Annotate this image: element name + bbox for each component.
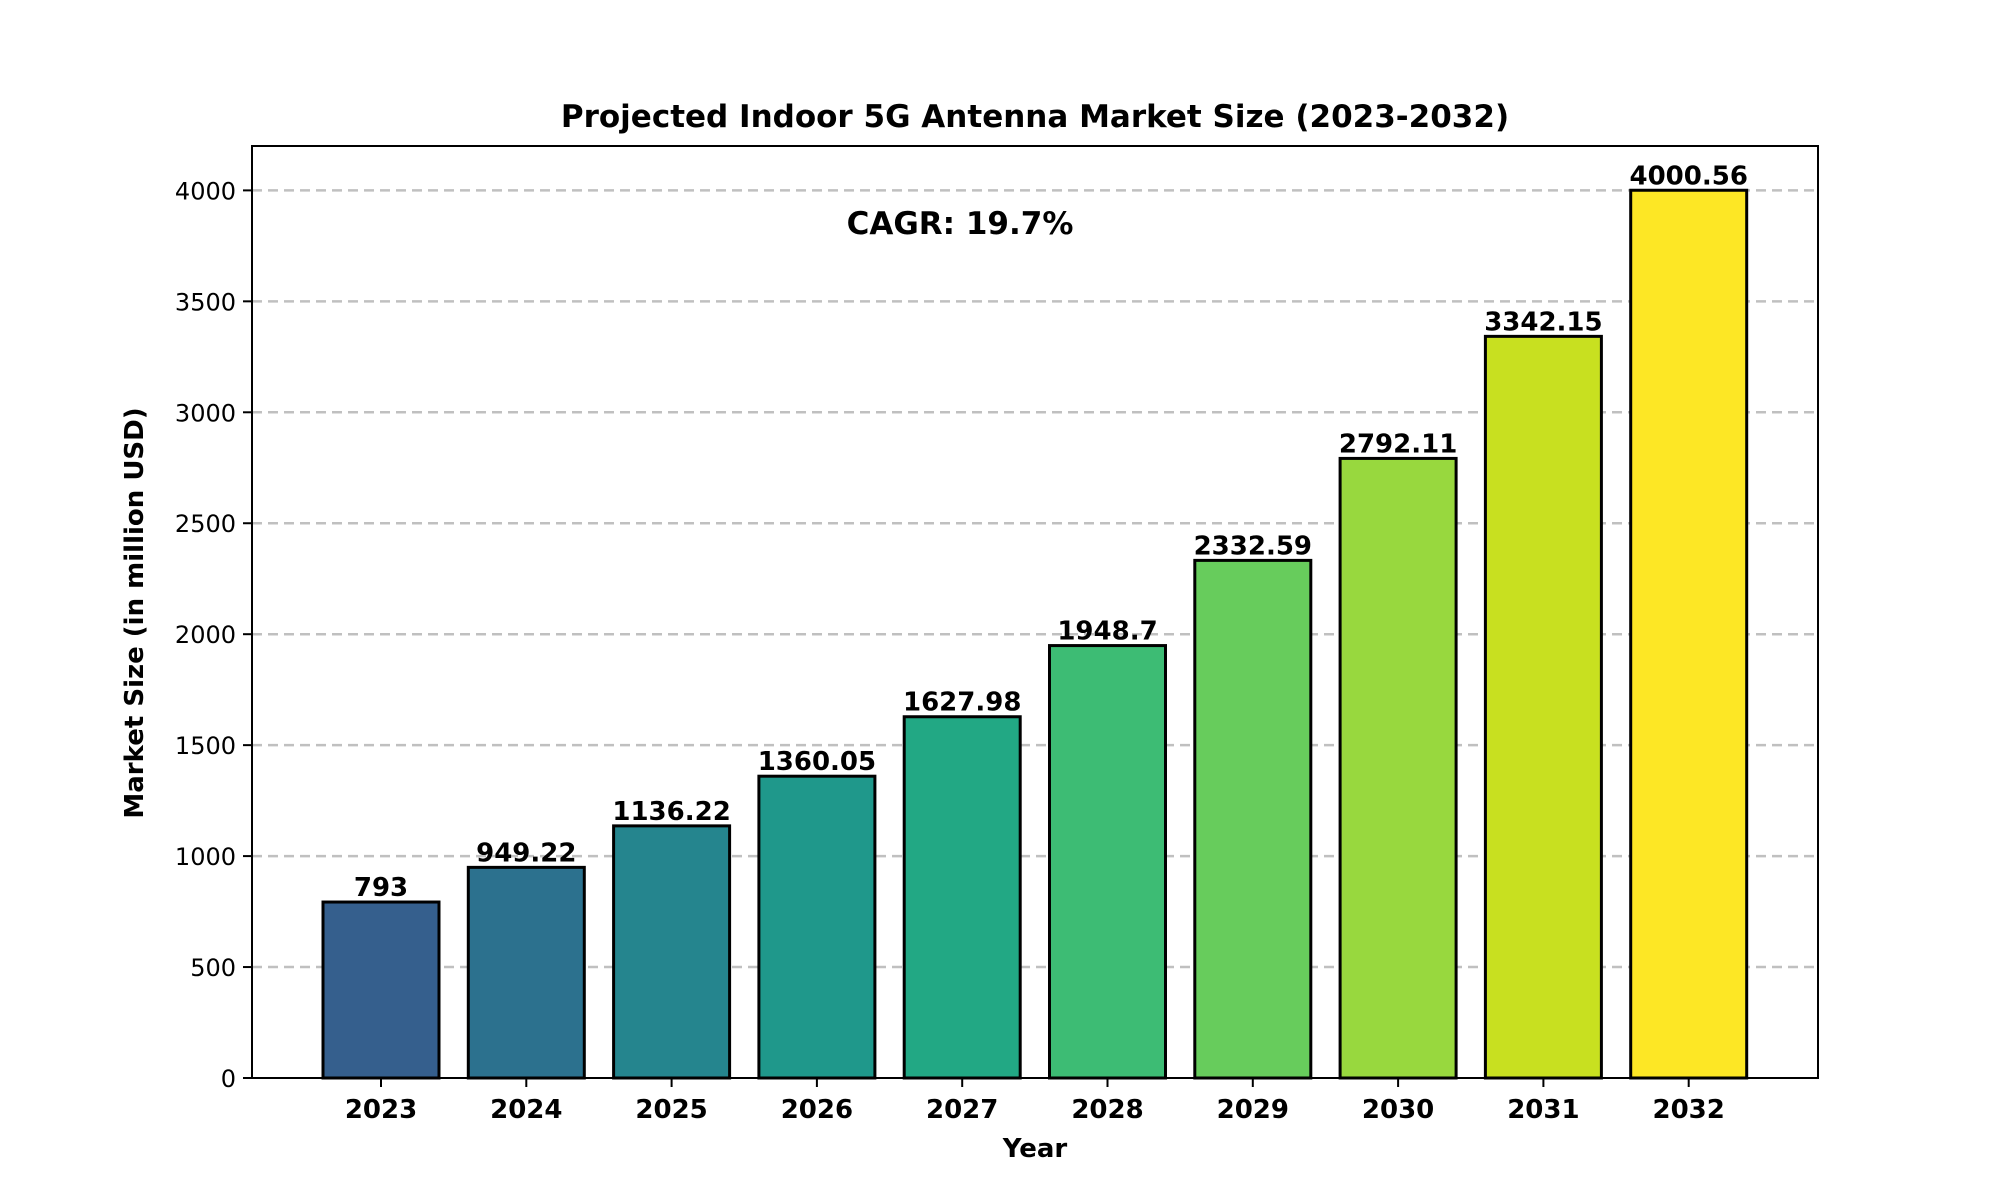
- bar-value-label: 4000.56: [1629, 161, 1747, 191]
- y-tick-label: 1000: [175, 843, 236, 871]
- y-tick-label: 3500: [175, 288, 236, 316]
- y-tick-label: 1500: [175, 732, 236, 760]
- bar-2024: [466, 865, 586, 1080]
- bar-value-label: 2792.11: [1339, 429, 1457, 459]
- y-tick-label: 4000: [175, 177, 236, 205]
- bar-2030: [1338, 456, 1458, 1080]
- bar-value-label: 949.22: [476, 838, 576, 868]
- bar-2026: [757, 774, 877, 1080]
- cagr-annotation: CAGR: 19.7%: [847, 206, 1074, 242]
- bar-value-label: 1627.98: [903, 688, 1021, 718]
- x-tick-label: 2032: [1653, 1095, 1725, 1125]
- x-axis-label: Year: [1002, 1134, 1068, 1164]
- bar-value-label: 3342.15: [1484, 307, 1602, 337]
- chart-title: Projected Indoor 5G Antenna Market Size …: [561, 99, 1509, 135]
- bar-2028: [1048, 644, 1167, 1080]
- bars: [321, 188, 1749, 1080]
- bar-2032: [1629, 188, 1749, 1080]
- x-tick-label: 2024: [490, 1095, 562, 1125]
- x-tick-label: 2027: [926, 1095, 998, 1125]
- x-tick-label: 2030: [1362, 1095, 1434, 1125]
- x-tick-label: 2031: [1507, 1095, 1579, 1125]
- bar-value-labels: 793 949.22 1136.22 1360.05 1627.98 1948.7 2332…: [354, 161, 1748, 903]
- x-axis-ticks: 2023 2024 2025 2026 2027 2028 2029 2030 2031 2032: [345, 1078, 1725, 1125]
- y-tick-label: 2000: [175, 621, 236, 649]
- bar-value-label: 2332.59: [1194, 531, 1312, 561]
- bar-2023: [321, 900, 441, 1080]
- bar-value-label: 1948.7: [1057, 617, 1157, 647]
- bar-2029: [1193, 558, 1313, 1080]
- bar-2027: [902, 715, 1022, 1080]
- x-tick-label: 2028: [1071, 1095, 1143, 1125]
- bar-value-label: 793: [354, 873, 408, 903]
- y-tick-label: 3000: [175, 399, 236, 427]
- y-axis-label: Market Size (in million USD): [120, 407, 150, 818]
- bar-2025: [612, 824, 732, 1080]
- x-tick-label: 2025: [635, 1095, 707, 1125]
- x-tick-label: 2029: [1217, 1095, 1289, 1125]
- plot-frame: [251, 145, 1819, 1079]
- y-axis-ticks: 0 500 1000 1500 2000 2500 3000 3500 4000: [175, 177, 252, 1093]
- bar-2031: [1483, 334, 1603, 1080]
- y-tick-label: 0: [221, 1065, 236, 1093]
- y-tick-label: 2500: [175, 510, 236, 538]
- x-tick-label: 2026: [781, 1095, 853, 1125]
- bar-value-label: 1360.05: [758, 747, 876, 777]
- bar-value-label: 1136.22: [612, 797, 730, 827]
- y-tick-label: 500: [190, 954, 236, 982]
- x-tick-label: 2023: [345, 1095, 417, 1125]
